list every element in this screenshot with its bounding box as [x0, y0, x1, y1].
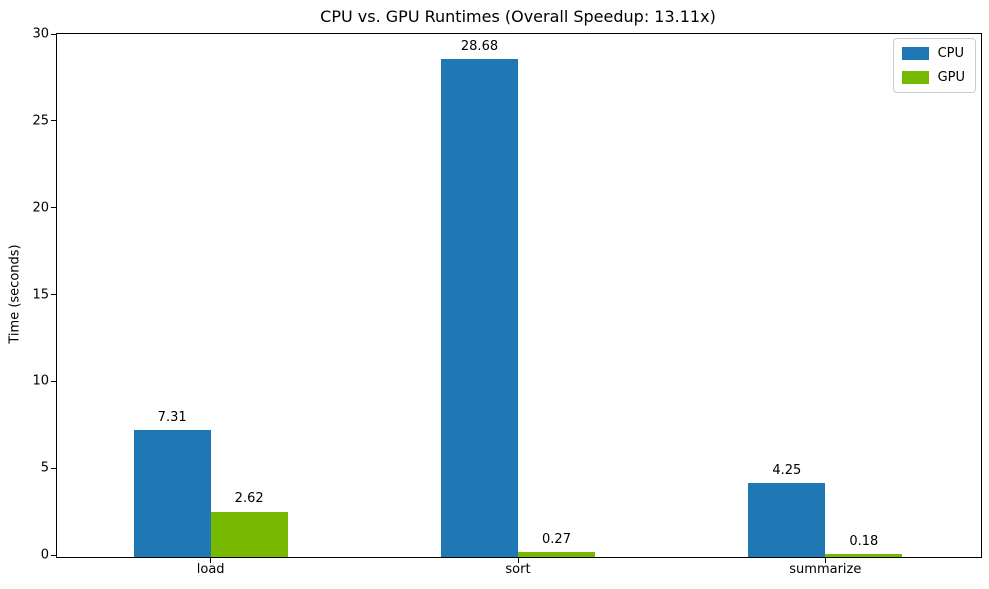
- value-label-gpu-sort: 0.27: [542, 532, 571, 548]
- y-tick-mark: [51, 294, 56, 295]
- y-tick-label: 0: [40, 547, 49, 563]
- value-label-gpu-summarize: 0.18: [849, 533, 879, 549]
- y-tick-mark: [51, 554, 56, 556]
- legend-item-cpu: CPU: [901, 46, 965, 61]
- y-tick-mark: [51, 380, 56, 382]
- y-tick-label: 20: [32, 200, 49, 216]
- gpu-color-swatch: [901, 71, 929, 84]
- x-tick-label-sort: sort: [505, 562, 531, 577]
- value-label-gpu-load: 2.62: [234, 491, 264, 507]
- x-tick-mark: [210, 558, 212, 563]
- legend: CPU GPU: [892, 38, 976, 93]
- value-label-cpu-load: 7.31: [157, 410, 187, 426]
- bar-gpu-summarize: [825, 553, 903, 557]
- chart-title: CPU vs. GPU Runtimes (Overall Speedup: 1…: [320, 7, 716, 26]
- y-tick-label: 10: [32, 373, 49, 389]
- bar-cpu-sort: [441, 58, 518, 557]
- value-label-cpu-summarize: 4.25: [772, 463, 802, 479]
- x-tick-label-load: load: [196, 562, 225, 577]
- y-tick-label: 25: [32, 113, 49, 129]
- y-tick-label: 30: [32, 26, 49, 42]
- y-tick-label: 5: [40, 460, 49, 476]
- bar-cpu-summarize: [748, 483, 826, 557]
- legend-item-gpu: GPU: [901, 70, 965, 85]
- legend-label-gpu: GPU: [937, 70, 965, 85]
- value-label-cpu-sort: 28.68: [460, 38, 499, 54]
- y-tick-mark: [51, 467, 56, 469]
- y-tick-mark: [51, 207, 56, 209]
- bar-gpu-sort: [518, 552, 595, 557]
- cpu-color-swatch: [901, 47, 929, 60]
- plot-area: CPU GPU 0 5 10 15 20 25 30 load 7.31 2.62 sort 28.6…: [32, 27, 982, 577]
- x-tick-label-summarize: summarize: [789, 562, 862, 577]
- y-tick-mark: [51, 33, 56, 35]
- y-tick-label: 15: [32, 287, 49, 302]
- y-tick-mark: [51, 120, 56, 122]
- bar-cpu-load: [133, 430, 211, 557]
- x-tick-mark: [517, 558, 519, 563]
- bar-gpu-load: [210, 511, 288, 557]
- legend-label-cpu: CPU: [937, 46, 964, 61]
- x-tick-mark: [824, 558, 826, 563]
